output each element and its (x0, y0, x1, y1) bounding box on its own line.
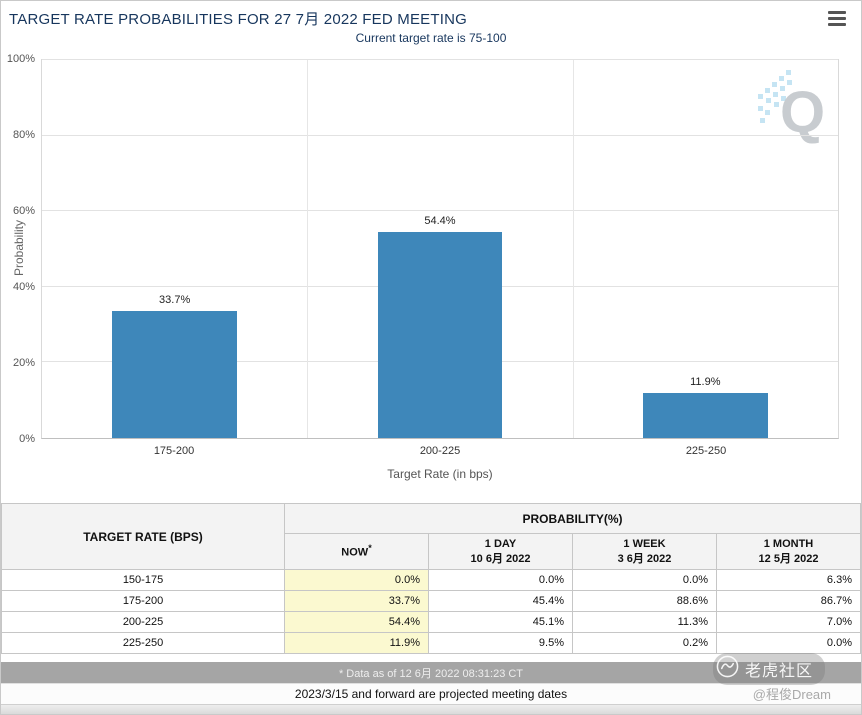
table-header-target-rate: TARGET RATE (BPS) (1, 503, 285, 570)
rate-cell: 175-200 (1, 590, 285, 612)
x-axis-title: Target Rate (in bps) (387, 467, 493, 481)
probability-table: TARGET RATE (BPS) PROBABILITY(%) NOW* 1 … (1, 503, 861, 654)
week-cell: 11.3% (572, 611, 717, 633)
table-row: 150-175 0.0% 0.0% 0.0% 6.3% (1, 569, 861, 591)
now-cell: 33.7% (284, 590, 429, 612)
week-cell: 0.2% (572, 632, 717, 654)
now-cell: 11.9% (284, 632, 429, 654)
data-as-of-note: * Data as of 12 6月 2022 08:31:23 CT (1, 662, 861, 683)
table-row: 175-200 33.7% 45.4% 88.6% 86.7% (1, 590, 861, 612)
bar-cell: 54.4% (307, 60, 572, 438)
titlebar: TARGET RATE PROBABILITIES FOR 27 7月 2022… (1, 1, 861, 31)
tiger-logo-icon (716, 655, 739, 683)
x-tick-label: 225-250 (685, 445, 727, 457)
table-header-probability-group: PROBABILITY(%) (284, 503, 861, 534)
table-row: 200-225 54.4% 45.1% 11.3% 7.0% (1, 611, 861, 633)
now-asterisk: * (368, 543, 372, 554)
table-header-now: NOW* (284, 533, 429, 570)
y-axis-tick-labels: 0% 20% 40% 60% 80% 100% (1, 53, 37, 445)
x-tick-label: 200-225 (419, 445, 461, 457)
bar-value-label: 54.4% (424, 215, 456, 228)
week-cell: 0.0% (572, 569, 717, 591)
x-axis-tick-labels: 175-200 200-225 225-250 (41, 445, 839, 457)
quikstrike-q-watermark-icon: Q (756, 64, 830, 149)
bar-value-label: 33.7% (159, 293, 191, 306)
y-tick-label: 80% (12, 129, 35, 141)
rate-cell: 200-225 (1, 611, 285, 633)
month-cell: 7.0% (716, 611, 861, 633)
bottom-scroll-strip[interactable] (1, 704, 861, 714)
table-header-1week: 1 WEEK 3 6月 2022 (572, 533, 717, 570)
month-cell: 0.0% (716, 632, 861, 654)
day-cell: 0.0% (428, 569, 573, 591)
tiger-watermark-label: 老虎社区 (744, 663, 813, 680)
table-header-1month: 1 MONTH 12 5月 2022 (716, 533, 861, 570)
probability-bar: 33.7% (112, 294, 238, 438)
rate-cell: 150-175 (1, 569, 285, 591)
projected-dates-note: 2023/3/15 and forward are projected meet… (1, 683, 861, 704)
y-tick-label: 40% (12, 281, 35, 293)
page-title: TARGET RATE PROBABILITIES FOR 27 7月 2022… (9, 11, 468, 28)
day-cell: 45.1% (428, 611, 573, 633)
probability-bar: 54.4% (377, 215, 503, 438)
y-tick-label: 60% (12, 205, 35, 217)
y-tick-label: 0% (19, 433, 35, 445)
hamburger-menu-icon[interactable] (825, 8, 849, 29)
probability-bar: 11.9% (642, 376, 768, 438)
v-gridline (307, 60, 309, 438)
month-cell: 6.3% (716, 569, 861, 591)
h-gridline (42, 134, 838, 136)
now-cell: 0.0% (284, 569, 429, 591)
rate-cell: 225-250 (1, 632, 285, 654)
y-tick-label: 20% (12, 357, 35, 369)
bar-series: 33.7% 54.4% 11.9% (42, 60, 838, 438)
day-cell: 9.5% (428, 632, 573, 654)
probability-bar-chart: Probability 0% 20% 40% 60% 80% 100% Q (1, 53, 861, 493)
plot-area: Q 33.7% 54.4% 11.9% (41, 59, 839, 439)
h-gridline (42, 210, 838, 212)
table-row: 225-250 11.9% 9.5% 0.2% 0.0% (1, 632, 861, 654)
chart-subtitle: Current target rate is 75-100 (355, 31, 507, 45)
bar-value-label: 11.9% (690, 376, 721, 389)
h-gridline (42, 59, 838, 60)
week-cell: 88.6% (572, 590, 717, 612)
x-tick-label: 175-200 (153, 445, 195, 457)
y-tick-label: 100% (6, 53, 35, 65)
bar-cell: 11.9% (573, 60, 838, 438)
table-header-1day: 1 DAY 10 6月 2022 (428, 533, 573, 570)
month-cell: 86.7% (716, 590, 861, 612)
tiger-community-watermark: 老虎社区 (712, 653, 825, 685)
v-gridline (572, 60, 574, 438)
bar-cell: 33.7% (42, 60, 307, 438)
svg-text:Q: Q (780, 80, 825, 144)
day-cell: 45.4% (428, 590, 573, 612)
now-cell: 54.4% (284, 611, 429, 633)
author-watermark: @程俊Dream (752, 687, 831, 702)
